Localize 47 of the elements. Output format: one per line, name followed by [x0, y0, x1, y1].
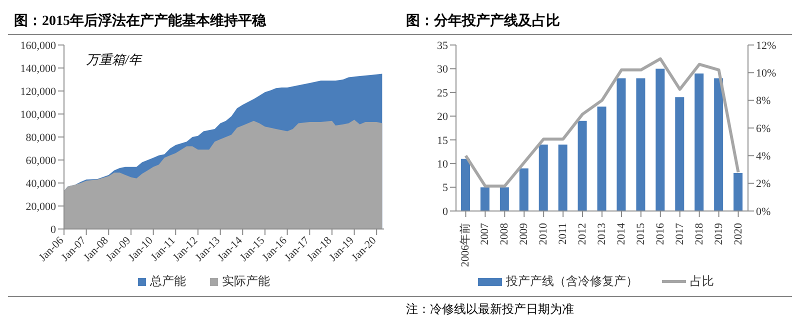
- x-tick-label: 2017: [674, 222, 686, 245]
- x-tick-label: 2008: [498, 222, 511, 245]
- x-tick-label: 2015: [634, 222, 647, 245]
- x-tick-label: 2009: [518, 222, 530, 245]
- y2-tick-label: 12%: [756, 40, 776, 52]
- x-tick-label: 2020: [732, 222, 744, 245]
- x-tick-label: 2006年前: [460, 223, 472, 267]
- y-tick-label: 160,000: [20, 40, 56, 52]
- y-tick-label: 5: [442, 182, 448, 194]
- y-tick-label: 25: [437, 87, 448, 100]
- y-tick-label: 35: [437, 40, 448, 52]
- x-tick-label: 2016: [654, 222, 666, 245]
- legend-label: 投产产线（含冷修复产）: [505, 273, 638, 290]
- x-tick-label: 2012: [576, 223, 589, 245]
- y-tick-label: 100,000: [20, 108, 56, 121]
- x-tick-label: 2011: [557, 223, 570, 245]
- y-tick-label: 80,000: [26, 132, 56, 144]
- y2-tick-label: 6%: [756, 122, 771, 135]
- y2-tick-label: 10%: [756, 68, 776, 80]
- y-tick-label: 20,000: [26, 200, 56, 213]
- y-tick-label: 20: [437, 111, 448, 124]
- y2-tick-label: 4%: [756, 150, 771, 163]
- y-tick-label: 120,000: [20, 86, 56, 98]
- y-tick-label: 30: [437, 64, 448, 76]
- x-tick-label: 2018: [693, 222, 706, 245]
- y-tick-label: 140,000: [20, 62, 56, 75]
- y-tick-label: 15: [437, 134, 448, 147]
- y2-tick-label: 8%: [756, 95, 771, 108]
- x-tick-label: 2019: [712, 222, 725, 245]
- legend-label: 总产能: [149, 273, 186, 290]
- x-tick-label: 2014: [615, 222, 628, 245]
- x-tick-label: 2013: [596, 222, 608, 245]
- y2-tick-label: 0%: [756, 206, 771, 218]
- y-tick-label: 0: [50, 224, 56, 236]
- legend-label: 实际产能: [221, 273, 270, 290]
- y-tick-label: 40,000: [26, 178, 56, 190]
- y2-tick-label: 2%: [756, 178, 771, 190]
- chart-title: 图：分年投产产线及占比: [400, 8, 792, 35]
- y-tick-label: 60,000: [26, 154, 56, 167]
- y-axis-title: 万重箱/年: [86, 51, 142, 69]
- y-tick-label: 10: [437, 158, 448, 170]
- y-tick-label: 0: [442, 206, 448, 218]
- x-tick-label: 2007: [479, 222, 492, 245]
- legend-label: 占比: [689, 273, 714, 290]
- x-tick-label: 2010: [538, 222, 550, 245]
- text: 注：冷修线以最新投产日期为准: [406, 301, 575, 318]
- chart-title: 图：2015年后浮法在产产能基本维持平稳: [8, 8, 400, 35]
